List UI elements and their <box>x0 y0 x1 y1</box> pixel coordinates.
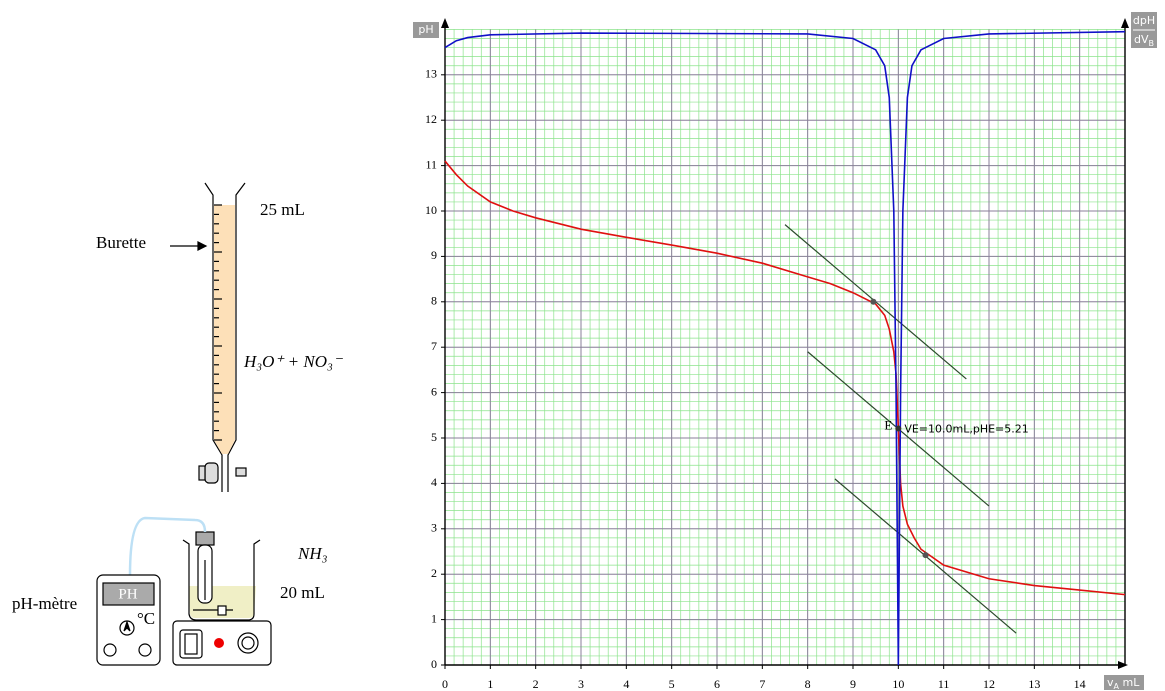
x-tick-label: 0 <box>442 677 448 691</box>
base-label: NH₃ <box>297 544 328 563</box>
x-label-part: v <box>1107 676 1114 689</box>
x-tick-label: 1 <box>487 677 493 691</box>
y-label: pH <box>418 23 433 36</box>
x-label: vA mL <box>1107 676 1140 691</box>
diagram-labels: Burette 25 mL H₃O⁺ + NO₃⁻ NH₃ 20 mL pH-m… <box>12 200 344 628</box>
x-tick-label: 7 <box>759 677 765 691</box>
y-tick-label: 2 <box>431 566 437 580</box>
x-tick-label: 4 <box>623 677 629 691</box>
y-tick-label: 5 <box>431 430 437 444</box>
y-label-box <box>413 22 439 38</box>
y-tick-label: 10 <box>425 203 437 217</box>
y2-label-sub: B <box>1149 39 1155 48</box>
y-tick-label: 11 <box>425 157 437 171</box>
y-tick-label: 4 <box>431 475 437 489</box>
chart: 0 1 2 3 4 5 6 7 8 9 10 11 12 13 14012345678910111213pH… <box>413 12 1157 691</box>
tangent-point <box>870 298 877 305</box>
x-label-sub: A <box>1114 682 1120 691</box>
y-arrow <box>441 18 449 28</box>
x-tick-label: 3 <box>578 677 584 691</box>
beaker <box>172 531 272 666</box>
acid-label: H₃O⁺ + NO₃⁻ <box>243 352 344 371</box>
burette <box>170 182 247 492</box>
burette-label: Burette <box>96 233 146 252</box>
y-tick-label: 12 <box>425 112 437 126</box>
y2-arrow <box>1121 18 1129 28</box>
x-tick-label: 11 <box>938 677 950 691</box>
y-tick-label: 3 <box>431 521 437 535</box>
x-label-part: mL <box>1119 676 1140 689</box>
meter-display: PH <box>118 586 137 602</box>
y2-label-top: dpH <box>1133 14 1155 27</box>
x-tick-label: 6 <box>714 677 720 691</box>
x-tick-label: 2 <box>533 677 539 691</box>
y-tick-label: 13 <box>425 67 437 81</box>
tangent-point <box>922 552 929 559</box>
x-tick-label: 5 <box>669 677 675 691</box>
x-tick-label: 14 <box>1074 677 1086 691</box>
meter-label: pH-mètre <box>12 594 77 613</box>
x-tick-label: 10 <box>892 677 904 691</box>
meter-unit: °C <box>137 609 155 628</box>
equivalence-label: E <box>884 417 892 432</box>
x-tick-label: 8 <box>805 677 811 691</box>
y-tick-label: 1 <box>431 611 437 625</box>
x-tick-label: 13 <box>1028 677 1040 691</box>
x-tick-label: 12 <box>983 677 995 691</box>
equivalence-annotation: VE=10.0mL,pHE=5.21 <box>904 422 1028 435</box>
ph-meter <box>96 516 207 666</box>
equivalence-point <box>895 425 902 432</box>
series-line <box>444 30 1126 666</box>
y2-label-bottom: dVB <box>1134 33 1154 48</box>
x-arrow <box>1118 661 1128 669</box>
volume-burette: 25 mL <box>260 200 305 219</box>
x-tick-label: 9 <box>850 677 856 691</box>
y-tick-label: 7 <box>431 339 437 353</box>
y-tick-label: 0 <box>431 657 437 671</box>
x-label-box <box>1104 675 1144 690</box>
series-line <box>444 160 1126 596</box>
y-tick-label: 9 <box>431 248 437 262</box>
y-tick-label: 6 <box>431 384 437 398</box>
y-tick-label: 8 <box>431 294 437 308</box>
y2-label-part: dV <box>1134 33 1149 46</box>
volume-beaker: 20 mL <box>280 583 325 602</box>
